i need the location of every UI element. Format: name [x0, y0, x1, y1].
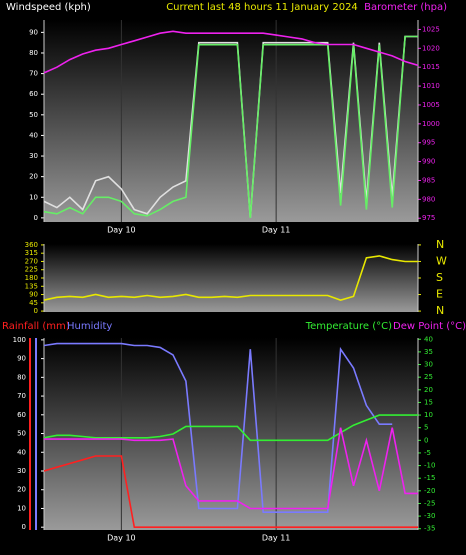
- y-tick-label: 60: [17, 411, 26, 419]
- y-tick-label: 45: [29, 299, 38, 307]
- y-tick-label: 20: [17, 486, 26, 494]
- y2-tick-label: 1025: [422, 25, 440, 33]
- y2-tick-label: 15: [424, 398, 433, 406]
- y2-tick-label: S: [436, 271, 443, 284]
- y2-tick-label: 990: [422, 158, 435, 166]
- y-tick-label: 80: [17, 373, 26, 381]
- y-tick-label: 0: [34, 307, 38, 315]
- y2-tick-label: -30: [424, 512, 435, 520]
- y2-tick-label: 995: [422, 139, 435, 147]
- y-tick-label: 0: [22, 523, 26, 531]
- y2-tick-label: 975: [422, 214, 435, 222]
- y2-tick-label: 1010: [422, 82, 440, 90]
- plot-area: [44, 338, 418, 530]
- legend-label: Temperature (°C): [305, 321, 392, 332]
- y2-tick-label: N: [436, 238, 444, 251]
- y-tick-label: 100: [13, 336, 26, 344]
- y2-axis-title: Barometer (hpa): [364, 2, 447, 13]
- y2-tick-label: 985: [422, 176, 435, 184]
- legend-label: Rainfall (mm): [2, 321, 70, 332]
- plot-area: [44, 20, 418, 222]
- y2-tick-label: 40: [424, 335, 433, 343]
- legend-label: Humidity: [67, 321, 112, 332]
- y2-tick-label: -15: [424, 474, 435, 482]
- y-tick-label: 30: [29, 152, 38, 160]
- y-tick-label: 20: [29, 173, 38, 181]
- y2-tick-label: 25: [424, 373, 433, 381]
- y-tick-label: 315: [25, 249, 38, 257]
- chart-title: Current last 48 hours 11 January 2024: [166, 2, 358, 13]
- y2-tick-label: W: [436, 254, 447, 267]
- series-line: [44, 35, 418, 218]
- y-tick-label: 40: [17, 448, 26, 456]
- series-line: [44, 30, 418, 74]
- x-tick-label: Day 11: [262, 534, 291, 543]
- y-tick-label: 0: [34, 214, 38, 222]
- y-tick-label: 270: [25, 257, 38, 265]
- series-line: [44, 414, 418, 442]
- y-tick-label: 135: [25, 282, 38, 290]
- y2-tick-label: N: [436, 304, 444, 317]
- y-tick-label: 90: [17, 355, 26, 363]
- y-tick-label: 60: [29, 90, 38, 98]
- y2-tick-label: 1015: [422, 63, 440, 71]
- series-line: [44, 342, 393, 513]
- y-tick-label: 10: [17, 504, 26, 512]
- y-tick-label: 50: [29, 111, 38, 119]
- y-tick-label: 30: [17, 467, 26, 475]
- y2-tick-label: -10: [424, 462, 435, 470]
- series-line: [44, 255, 418, 301]
- y-tick-label: 70: [17, 392, 26, 400]
- y-axis-title: Windspeed (kph): [6, 2, 91, 13]
- y2-tick-label: -35: [424, 525, 435, 533]
- x-tick-label: Day 10: [107, 534, 136, 543]
- y2-tick-label: 980: [422, 195, 435, 203]
- y2-tick-label: 30: [424, 361, 433, 369]
- y2-tick-label: -5: [424, 449, 431, 457]
- y2-tick-label: -25: [424, 499, 435, 507]
- y-tick-label: 180: [25, 274, 38, 282]
- y2-tick-label: 20: [424, 386, 433, 394]
- y-tick-label: 70: [29, 70, 38, 78]
- y2-tick-label: 0: [424, 436, 428, 444]
- y2-tick-label: 10: [424, 411, 433, 419]
- y-tick-label: 80: [29, 49, 38, 57]
- y-tick-label: 225: [25, 266, 38, 274]
- y2-tick-label: 1000: [422, 120, 440, 128]
- y2-tick-label: 5: [424, 424, 428, 432]
- series-line: [44, 427, 418, 510]
- y-tick-label: 10: [29, 193, 38, 201]
- y2-tick-label: 1020: [422, 44, 440, 52]
- y-tick-label: 50: [17, 430, 26, 438]
- y-tick-label: 90: [29, 291, 38, 299]
- x-tick-label: Day 10: [107, 226, 136, 235]
- y-tick-label: 360: [25, 241, 38, 249]
- y-tick-label: 40: [29, 131, 38, 139]
- y2-tick-label: 1005: [422, 101, 440, 109]
- x-tick-label: Day 11: [262, 226, 291, 235]
- y2-tick-label: -20: [424, 487, 435, 495]
- series-line: [44, 455, 418, 528]
- plot-area: [44, 244, 418, 312]
- y2-tick-label: E: [436, 288, 443, 301]
- y2-tick-label: 35: [424, 348, 433, 356]
- y-tick-label: 90: [29, 28, 38, 36]
- legend-label: Dew Point (°C): [393, 321, 466, 332]
